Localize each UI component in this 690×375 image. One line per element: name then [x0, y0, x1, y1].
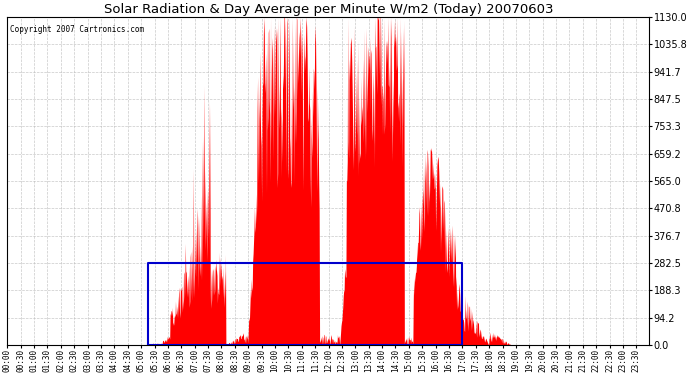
Title: Solar Radiation & Day Average per Minute W/m2 (Today) 20070603: Solar Radiation & Day Average per Minute… [104, 3, 553, 16]
Text: Copyright 2007 Cartronics.com: Copyright 2007 Cartronics.com [10, 25, 145, 34]
